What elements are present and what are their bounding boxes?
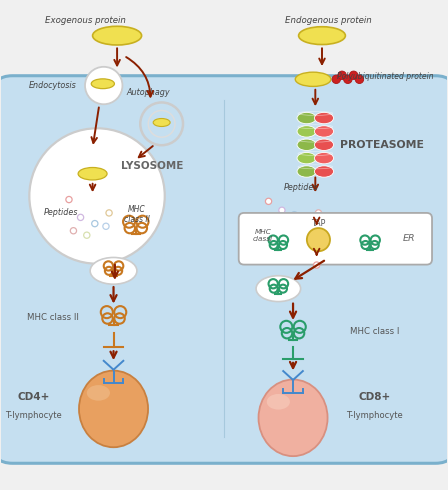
Circle shape (338, 71, 346, 79)
Circle shape (84, 232, 90, 238)
Ellipse shape (314, 152, 334, 164)
Ellipse shape (79, 370, 148, 447)
FancyBboxPatch shape (239, 213, 432, 265)
Text: MHC class II: MHC class II (26, 313, 78, 321)
Circle shape (332, 75, 340, 83)
Ellipse shape (295, 72, 331, 86)
Text: ER: ER (403, 234, 415, 243)
Circle shape (344, 75, 352, 83)
Text: Peptides: Peptides (284, 183, 318, 193)
Text: Peptides: Peptides (44, 208, 78, 218)
Circle shape (349, 71, 358, 79)
Ellipse shape (256, 276, 301, 301)
Ellipse shape (314, 166, 334, 177)
Text: T-lymphocyte: T-lymphocyte (5, 411, 62, 419)
Ellipse shape (91, 79, 114, 89)
Circle shape (70, 228, 77, 234)
Ellipse shape (297, 126, 316, 137)
Text: CD8+: CD8+ (358, 392, 391, 402)
Circle shape (85, 67, 122, 104)
Ellipse shape (78, 168, 107, 180)
Ellipse shape (93, 26, 142, 45)
Ellipse shape (307, 228, 330, 251)
Ellipse shape (297, 112, 316, 124)
Circle shape (272, 216, 278, 222)
Circle shape (29, 128, 165, 264)
Ellipse shape (267, 394, 290, 410)
Ellipse shape (297, 139, 316, 150)
Ellipse shape (297, 166, 316, 177)
Text: PROTEASOME: PROTEASOME (340, 140, 424, 150)
Text: Autophagy: Autophagy (126, 88, 170, 97)
Text: LYSOSOME: LYSOSOME (121, 161, 183, 171)
Text: MHC
class II: MHC class II (124, 205, 150, 224)
Ellipse shape (90, 257, 137, 284)
Ellipse shape (87, 385, 110, 401)
Circle shape (66, 196, 72, 203)
Ellipse shape (153, 119, 170, 126)
Text: MHC
classI: MHC classI (253, 229, 273, 242)
Text: TAP: TAP (311, 219, 326, 228)
FancyBboxPatch shape (0, 76, 448, 463)
Text: Endocytosis: Endocytosis (29, 81, 76, 90)
Circle shape (92, 220, 98, 227)
Text: Polyubiquitinated protein: Polyubiquitinated protein (337, 72, 434, 81)
Text: T-lymphocyte: T-lymphocyte (346, 411, 403, 419)
Circle shape (355, 75, 364, 83)
Ellipse shape (314, 139, 334, 150)
Circle shape (103, 223, 109, 229)
Circle shape (78, 214, 84, 220)
Circle shape (297, 223, 304, 229)
Circle shape (106, 210, 112, 216)
Ellipse shape (297, 152, 316, 164)
Circle shape (291, 212, 297, 218)
Ellipse shape (314, 112, 334, 124)
Circle shape (279, 207, 285, 213)
Ellipse shape (258, 380, 327, 456)
Text: Exogenous protein: Exogenous protein (45, 16, 126, 24)
Text: MHC class I: MHC class I (350, 327, 399, 336)
Text: Endogenous protein: Endogenous protein (285, 16, 372, 24)
Circle shape (315, 210, 322, 216)
Ellipse shape (314, 126, 334, 137)
Circle shape (314, 262, 320, 268)
Ellipse shape (299, 27, 345, 45)
Circle shape (303, 216, 310, 222)
Circle shape (265, 198, 271, 204)
Text: CD4+: CD4+ (17, 392, 50, 402)
